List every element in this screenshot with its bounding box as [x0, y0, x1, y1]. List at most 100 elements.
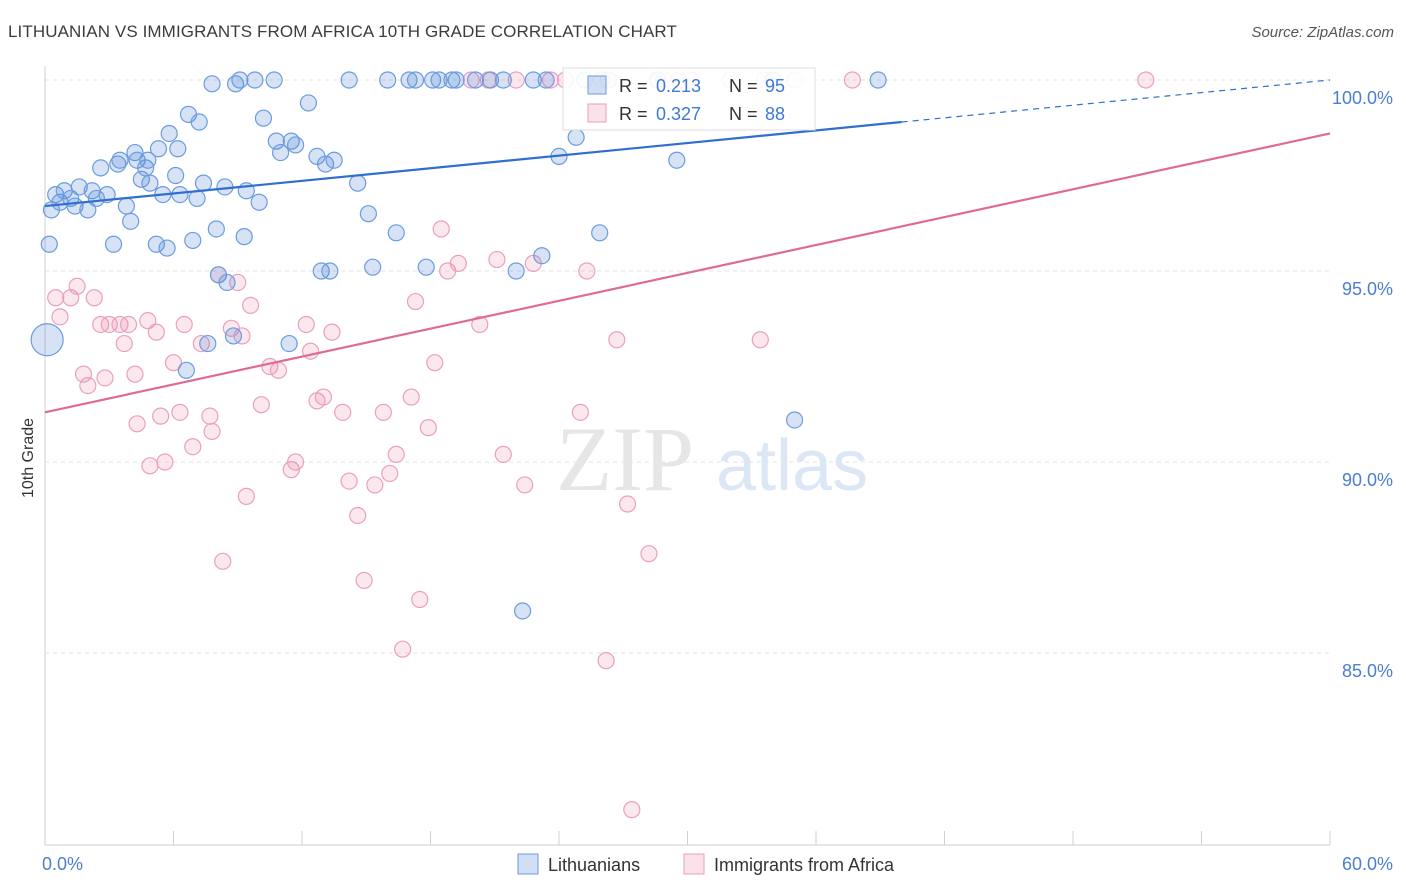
x-tick-label-0: 0.0%	[42, 854, 83, 874]
source-credit: Source: ZipAtlas.com	[1251, 24, 1394, 41]
x-tick-label-1: 60.0%	[1342, 854, 1393, 874]
africa-point-61	[462, 71, 480, 89]
africa-point-54	[406, 292, 425, 311]
africa-point-48	[366, 476, 384, 494]
africa-point-24	[192, 334, 210, 353]
lithuanian-point-30	[169, 140, 187, 158]
africa-point-15	[139, 312, 157, 330]
stats-legend: R = 0.213 N = 95 R = 0.327 N = 88	[562, 67, 816, 131]
stats-n-value-africa: 88	[765, 104, 785, 124]
stats-n-label-lithuanians: N =	[729, 76, 758, 96]
africa-point-20	[164, 354, 183, 372]
lithuanian-point-35	[188, 189, 206, 208]
africa-point-28	[214, 552, 232, 570]
stats-r-value-africa: 0.327	[656, 104, 701, 124]
legend-label-lithuanians: Lithuanians	[548, 855, 640, 875]
lithuanian-point-38	[199, 334, 217, 353]
lithuanian-point-75	[443, 71, 461, 89]
lithuanian-point-25	[149, 140, 168, 158]
lithuanian-point-15	[111, 151, 129, 169]
lithuanian-point-49	[246, 71, 264, 89]
trend-line-lithuanians	[44, 120, 902, 208]
africa-point-87	[623, 801, 641, 819]
lithuanian-point-61	[316, 155, 335, 173]
lithuanian-point-28	[160, 124, 178, 143]
africa-point-64	[488, 250, 506, 269]
lithuanian-point-7	[70, 178, 88, 196]
legend-label-africa: Immigrants from Africa	[714, 855, 895, 875]
lithuanian-point-62	[321, 262, 339, 280]
lithuanian-point-83	[533, 247, 551, 265]
africa-point-67	[516, 476, 534, 494]
africa-point-22	[175, 315, 193, 334]
lithuanian-point-71	[406, 71, 425, 89]
lithuanian-point-52	[265, 71, 283, 89]
y-axis-label: 10th Grade	[20, 418, 37, 498]
lithuanian-point-0	[40, 235, 58, 253]
lithuanian-point-68	[379, 71, 397, 89]
africa-point-71	[571, 403, 590, 421]
africa-point-75	[608, 331, 626, 349]
lithuanian-point-86	[567, 128, 585, 146]
africa-point-34	[252, 396, 270, 414]
y-tick-label-3: 85.0%	[1342, 661, 1393, 681]
chart-title: LITHUANIAN VS IMMIGRANTS FROM AFRICA 10T…	[8, 22, 677, 41]
y-tick-label-0: 100.0%	[1332, 88, 1393, 108]
africa-point-8	[96, 369, 114, 387]
africa-point-17	[147, 323, 165, 341]
watermark-zip: ZIP	[556, 408, 694, 510]
lithuanian-point-84	[537, 71, 555, 89]
africa-point-60	[449, 254, 467, 272]
africa-point-50	[381, 464, 399, 483]
lithuanian-point-54	[271, 143, 290, 162]
tick-labels: 100.0% 95.0% 90.0% 85.0% 0.0% 60.0%	[42, 88, 1393, 874]
axes	[44, 66, 1331, 846]
africa-point-38	[286, 453, 305, 471]
africa-point-16	[141, 457, 159, 475]
africa-point-62	[471, 315, 489, 334]
lithuanian-point-82	[524, 71, 542, 89]
africa-point-55	[411, 590, 429, 609]
africa-point-0	[47, 289, 65, 307]
trend-line-africa	[44, 132, 1331, 414]
lithuanian-point-74	[430, 71, 448, 89]
africa-point-42	[314, 388, 333, 406]
lithuanian-point-69	[387, 224, 405, 242]
africa-point-85	[843, 71, 862, 89]
africa-point-32	[237, 487, 255, 505]
lithuanian-point-46	[231, 71, 249, 89]
africa-point-82	[751, 331, 769, 349]
lithuanian-point-29	[167, 166, 185, 185]
lithuanian-point-78	[481, 71, 500, 89]
lithuanian-point-43	[218, 273, 236, 292]
lithuanian-point-93	[785, 411, 804, 429]
stats-swatch-africa	[587, 103, 607, 123]
lithuanian-point-16	[117, 197, 135, 215]
africa-point-86	[1137, 71, 1155, 89]
lithuanian-point-91	[668, 151, 686, 169]
lithuanian-point-36	[190, 113, 208, 131]
lithuanian-point-47	[235, 228, 253, 246]
africa-point-46	[349, 506, 367, 525]
lithuanian-point-23	[141, 174, 159, 192]
trend-lines	[44, 79, 1331, 414]
africa-point-25	[201, 407, 219, 425]
africa-point-69	[541, 71, 560, 89]
africa-point-47	[355, 571, 373, 590]
africa-point-12	[119, 315, 138, 334]
africa-point-45	[340, 472, 358, 490]
lithuanian-point-13	[104, 235, 123, 253]
africa-point-26	[203, 422, 221, 441]
lithuanian-point-44	[224, 327, 243, 345]
africa-point-51	[387, 445, 405, 463]
africa-point-6	[85, 289, 103, 307]
lithuanian-point-58	[299, 94, 318, 112]
lithuanian-point-64	[340, 71, 358, 89]
lithuanian-point-73	[424, 71, 442, 89]
lithuanian-point-51	[254, 109, 273, 127]
lithuanian-point-27	[158, 239, 176, 257]
series-lithuanians	[30, 71, 887, 620]
africa-point-11	[115, 334, 133, 353]
stats-swatch-lithuanians	[587, 75, 607, 95]
